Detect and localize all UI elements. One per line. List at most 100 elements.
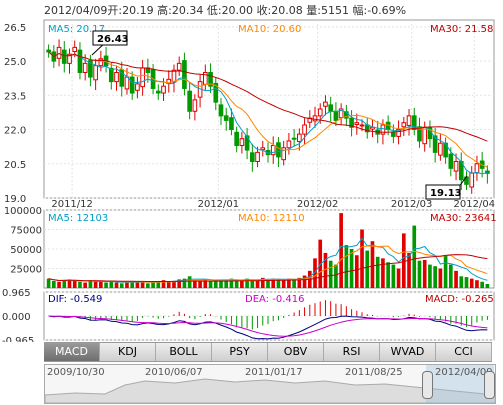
macd-lines <box>48 315 488 340</box>
tab-psy[interactable]: PSY <box>212 343 268 361</box>
price-y-tick: 26.5 <box>4 23 26 34</box>
volume-bar <box>172 280 176 288</box>
price-y-ticks: 26.5 25.0 23.5 22.0 20.5 19.0 <box>4 23 26 205</box>
ma5-line <box>48 51 488 175</box>
open-label: 开: <box>107 4 123 17</box>
candle <box>396 120 401 145</box>
volume-bar <box>198 280 202 288</box>
candle <box>432 127 438 163</box>
tab-wvad[interactable]: WVAD <box>380 343 436 361</box>
min-marker: 19.13 <box>425 175 468 200</box>
candle <box>218 98 224 125</box>
candle <box>61 40 67 73</box>
volume-y-tick: 50000 <box>10 245 42 256</box>
stock-chart[interactable]: MA5: 20.17 MA10: 20.60 MA30: 21.58 26.43… <box>0 0 503 342</box>
volume-grid <box>44 209 494 269</box>
volume-bar <box>240 280 244 288</box>
macd-grid <box>44 291 494 341</box>
candle <box>297 128 302 151</box>
max-label: 26.43 <box>97 34 129 45</box>
tab-kdj[interactable]: KDJ <box>100 343 156 361</box>
price-y-tick: 20.5 <box>4 160 26 171</box>
price-x-tick: 2012/02 <box>297 199 339 210</box>
volume-bar <box>250 280 255 288</box>
indicator-tabs: MACD KDJ BOLL PSY OBV RSI WVAD CCI <box>44 342 492 362</box>
candle <box>135 77 140 99</box>
price-x-tick: 2012/01 <box>198 199 240 210</box>
volume-bar <box>208 280 213 288</box>
volume-bar <box>396 268 401 288</box>
volume-bar <box>67 279 72 288</box>
range-handle-left[interactable] <box>422 371 433 399</box>
tab-obv[interactable]: OBV <box>268 343 324 361</box>
volume-bar <box>266 280 270 288</box>
scroller-date-1: 2009/10/30 <box>47 367 105 378</box>
macd-label: MACD: -0.265 <box>425 294 494 305</box>
quote-header: 2012/04/09开:20.19 高:20.34 低:20.00 收:20.0… <box>44 2 406 18</box>
range-selection[interactable] <box>426 365 494 403</box>
candle <box>354 113 360 135</box>
candle <box>312 106 318 128</box>
vol-ma5-label: MA5: 12103 <box>48 213 108 224</box>
candle <box>323 95 328 116</box>
open-value: 20.19 <box>122 4 154 17</box>
tab-boll[interactable]: BOLL <box>156 343 212 361</box>
volume-bar <box>480 281 484 288</box>
candle <box>411 107 417 136</box>
volume-bar <box>454 270 458 288</box>
volume-bar <box>245 278 249 288</box>
candle <box>338 103 344 125</box>
tab-rsi[interactable]: RSI <box>324 343 380 361</box>
volume-y-tick: 100000 <box>4 206 42 217</box>
candle <box>291 129 297 147</box>
volume-bar <box>161 280 166 288</box>
volume-bar <box>287 278 291 288</box>
volume-bar <box>78 281 82 288</box>
volume-bar <box>448 264 453 288</box>
volume-bar <box>475 280 479 288</box>
candle <box>485 165 490 184</box>
candle <box>438 134 443 161</box>
dif-line <box>48 315 488 340</box>
dea-line <box>48 315 488 337</box>
candle <box>56 39 62 67</box>
candle <box>192 94 198 121</box>
price-y-tick: 23.5 <box>4 91 26 102</box>
volume-bar <box>99 280 103 288</box>
candle <box>213 77 219 111</box>
volume-value: 5151 <box>321 4 349 17</box>
volume-bar <box>339 213 343 288</box>
volume-bar <box>177 279 182 288</box>
volume-bar <box>88 280 93 288</box>
volume-bar <box>381 258 385 288</box>
candle <box>129 71 135 100</box>
volume-bar <box>302 275 307 288</box>
volume-bar <box>224 279 229 288</box>
tab-cci[interactable]: CCI <box>436 343 492 361</box>
change-value: -0.69% <box>367 4 407 17</box>
volume-bar <box>229 278 234 288</box>
volume-ma-lines <box>48 237 488 283</box>
range-scroller[interactable]: 2009/10/30 2010/06/07 2011/01/17 2011/08… <box>44 364 496 404</box>
volume-bar <box>46 278 51 288</box>
volume-bar <box>281 280 286 288</box>
low-label: 低: <box>206 4 222 17</box>
volume-bar <box>438 268 443 288</box>
tab-macd[interactable]: MACD <box>44 343 100 361</box>
volume-bar <box>234 280 239 288</box>
price-ma10-label: MA10: 20.60 <box>238 24 301 35</box>
candle <box>406 109 412 136</box>
volume-bar <box>203 279 208 288</box>
volume-bar <box>193 280 197 288</box>
volume-bar <box>140 281 145 288</box>
volume-bar <box>62 280 67 288</box>
volume-bar <box>365 250 370 288</box>
volume-bar <box>104 282 108 288</box>
range-handle-right[interactable] <box>484 371 495 399</box>
volume-bar <box>417 260 422 288</box>
macd-y-tick: 0.000 <box>2 312 31 323</box>
candle <box>270 136 276 164</box>
change-label: 幅: <box>352 4 368 17</box>
candle <box>155 84 161 100</box>
volume-bar <box>422 259 427 288</box>
